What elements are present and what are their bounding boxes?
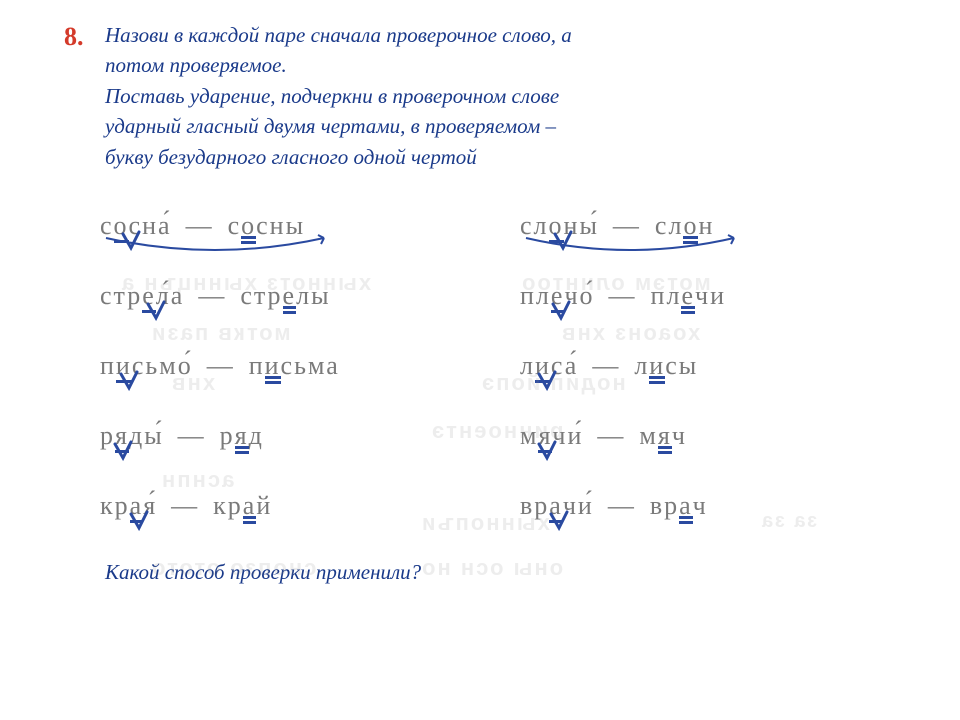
instruction-line: ударный гласный двумя чертами, в проверя…: [105, 111, 890, 141]
background-bleed-text: хнв: [170, 370, 215, 396]
word-check: письма: [249, 351, 340, 381]
exercise-number: 8.: [64, 22, 84, 52]
dash: —: [171, 491, 199, 521]
background-bleed-text: хыннопъи: [420, 510, 550, 536]
word-checked: слоны: [520, 211, 599, 241]
background-bleed-text: снопзо отото: [150, 555, 316, 581]
word-check: мяч: [639, 421, 687, 451]
word-pair: врачи—врач: [520, 482, 880, 530]
background-bleed-text: ринноентэ: [430, 418, 563, 444]
background-bleed-text: мотэм олннтоо: [520, 270, 711, 296]
word-check: сосны: [228, 211, 305, 241]
background-bleed-text: хоаонз хнв: [560, 320, 700, 346]
word-check: лисы: [634, 351, 698, 381]
word-checked: сосна: [100, 211, 172, 241]
background-bleed-text: хыннотз хыннцън а: [120, 270, 371, 296]
word-check: врач: [650, 491, 708, 521]
word-pair: сосна — сосны: [100, 202, 460, 250]
background-bleed-text: оны осн но: [420, 555, 563, 581]
instruction-line: Поставь ударение, подчеркни в проверочно…: [105, 81, 890, 111]
word-check: слон: [655, 211, 714, 241]
word-checked: края: [100, 491, 157, 521]
dash: —: [186, 211, 214, 241]
instruction-line: букву безударного гласного одной чертой: [105, 142, 890, 172]
word-pair: ряды — ряд: [100, 412, 460, 460]
background-bleed-text: за за: [760, 510, 817, 533]
word-pair: письмо—письма: [100, 342, 460, 390]
word-check: край: [213, 491, 272, 521]
instruction-text: Назови в каждой паре сначала проверочное…: [105, 20, 890, 172]
instruction-line: потом проверяемое.: [105, 50, 890, 80]
word-pair: слоны — слон: [520, 202, 880, 250]
background-bleed-text: нодип йопэ: [480, 370, 626, 396]
dash: —: [608, 491, 636, 521]
instruction-line: Назови в каждой паре сначала проверочное…: [105, 20, 890, 50]
background-bleed-text: моткв пази: [150, 320, 291, 346]
dash: —: [613, 211, 641, 241]
dash: —: [178, 421, 206, 451]
word-pair: края — край: [100, 482, 460, 530]
dash: —: [597, 421, 625, 451]
word-check: ряд: [220, 421, 264, 451]
word-pair: мячи—мяч: [520, 412, 880, 460]
word-checked: ряды: [100, 421, 164, 451]
background-bleed-text: аснпн: [160, 467, 234, 493]
